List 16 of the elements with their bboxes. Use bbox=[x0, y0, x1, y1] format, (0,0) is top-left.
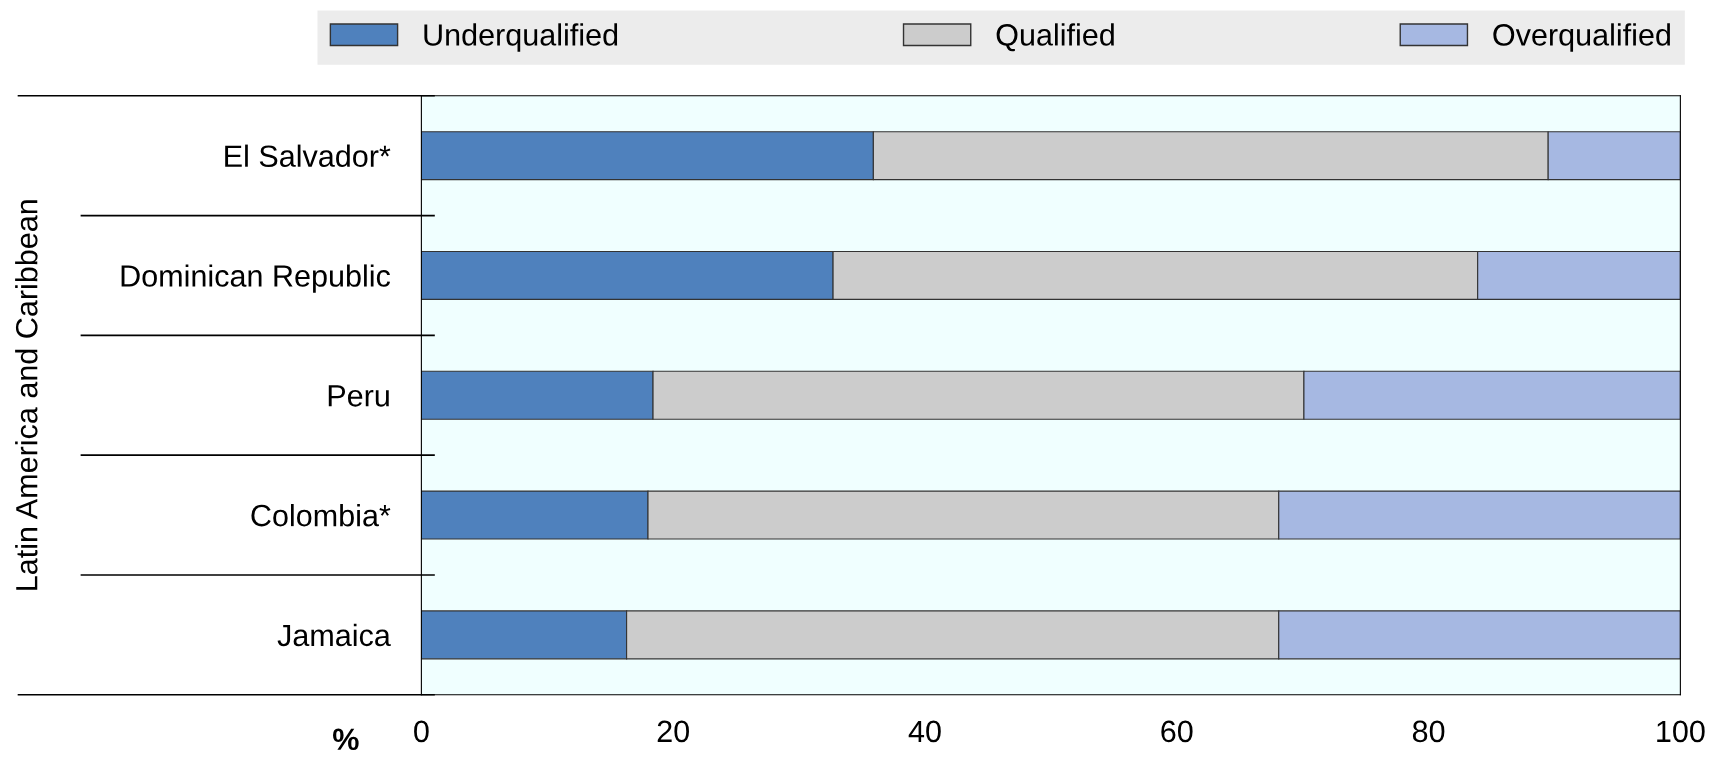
x-tick-label: 60 bbox=[1161, 720, 1193, 743]
legend-label: Underqualified bbox=[424, 23, 618, 52]
legend-label: Qualified bbox=[996, 23, 1114, 52]
legend-label: Overqualified bbox=[1493, 23, 1670, 52]
y-tick-label: Colombia* bbox=[251, 503, 391, 527]
y-tick-label: Jamaica bbox=[277, 623, 391, 647]
y-axis-title: Latin America and Caribbean bbox=[15, 200, 38, 590]
x-axis-title: % bbox=[333, 728, 359, 751]
y-tick-label: El Salvador* bbox=[225, 144, 391, 168]
x-tick-label: 100 bbox=[1657, 720, 1705, 743]
y-tick-label: Dominican Republic bbox=[121, 264, 391, 293]
x-tick-label: 80 bbox=[1412, 720, 1445, 743]
y-tick-label: Peru bbox=[328, 385, 389, 407]
x-tick-label: 0 bbox=[414, 720, 429, 743]
x-tick-label: 40 bbox=[908, 720, 941, 743]
x-tick-label: 20 bbox=[657, 720, 689, 743]
